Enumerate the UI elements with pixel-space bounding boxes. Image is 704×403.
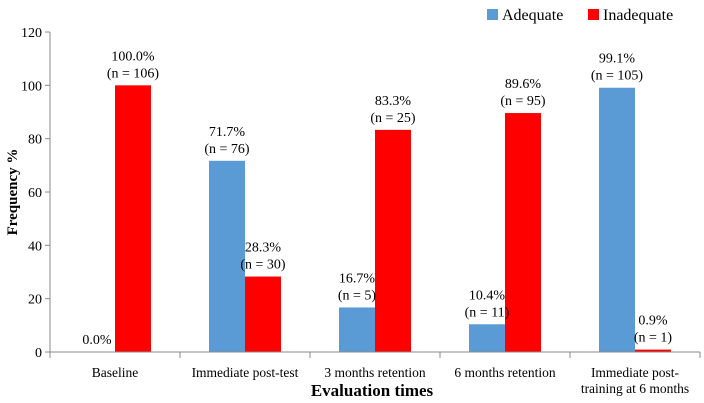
bar-data-label: (n = 76) (204, 142, 250, 157)
x-tick-label: 6 months retention (454, 365, 555, 380)
bar-inadequate (245, 276, 281, 352)
bar-data-label: 0.9% (638, 314, 668, 329)
bar-data-label: 28.3% (245, 241, 282, 256)
legend-label-adequate: Adequate (502, 7, 563, 24)
y-tick-label: 0 (35, 346, 42, 361)
bar-marks (115, 85, 671, 352)
legend-swatch-adequate (487, 9, 498, 20)
chart-legend: Adequate Inadequate (487, 7, 673, 24)
x-tick-label: training at 6 months (581, 381, 689, 396)
bar-inadequate (505, 113, 541, 352)
bar-data-label: (n = 25) (370, 111, 416, 126)
y-tick-label: 60 (28, 186, 42, 201)
bar-inadequate (375, 129, 411, 352)
bar-data-label: 71.7% (209, 125, 246, 140)
bar-adequate (599, 87, 635, 352)
bar-data-label: (n = 30) (240, 258, 286, 273)
bar-data-label: 16.7% (339, 271, 376, 286)
bar-data-label: (n = 95) (500, 94, 546, 109)
legend-label-inadequate: Inadequate (603, 7, 673, 24)
bar-inadequate (635, 349, 671, 352)
y-axis: 0 20 40 60 80 100 120 (21, 26, 51, 361)
bar-adequate (469, 324, 505, 352)
bar-data-label: 0.0% (82, 333, 112, 348)
legend-swatch-inadequate (588, 9, 599, 20)
y-tick-label: 40 (28, 239, 42, 254)
x-axis: Baseline Immediate post-test 3 months rete… (49, 351, 701, 396)
y-tick-label: 120 (21, 26, 42, 41)
bar-data-label: 99.1% (599, 52, 636, 67)
y-tick-label: 20 (28, 293, 42, 308)
x-tick-label: Immediate post-test (192, 365, 299, 380)
y-tick-label: 80 (28, 133, 42, 148)
x-tick-label: 3 months retention (324, 365, 425, 380)
bar-adequate (209, 160, 245, 352)
x-tick-label: Immediate post- (591, 365, 680, 380)
bar-data-label: (n = 106) (107, 66, 160, 81)
bar-data-label: (n = 5) (338, 288, 377, 303)
x-axis-title: Evaluation times (311, 381, 434, 400)
bar-data-label: 100.0% (111, 49, 155, 64)
bar-data-label: 89.6% (505, 77, 542, 92)
bar-data-label: 10.4% (469, 288, 506, 303)
y-tick-label: 100 (21, 79, 42, 94)
y-axis-title: Frequency % (5, 149, 21, 236)
bar-data-label: (n = 1) (634, 331, 673, 346)
bar-data-label: 83.3% (375, 94, 412, 109)
bar-inadequate (115, 85, 151, 352)
bar-adequate (339, 307, 375, 352)
bar-data-labels: 0.0% 71.7% (n = 76) 16.7% (n = 5) 10.4% (n = 1… (82, 49, 672, 348)
bar-data-label: (n = 105) (591, 69, 644, 84)
x-tick-label: Baseline (92, 365, 139, 380)
bar-data-label: (n = 11) (465, 305, 510, 320)
